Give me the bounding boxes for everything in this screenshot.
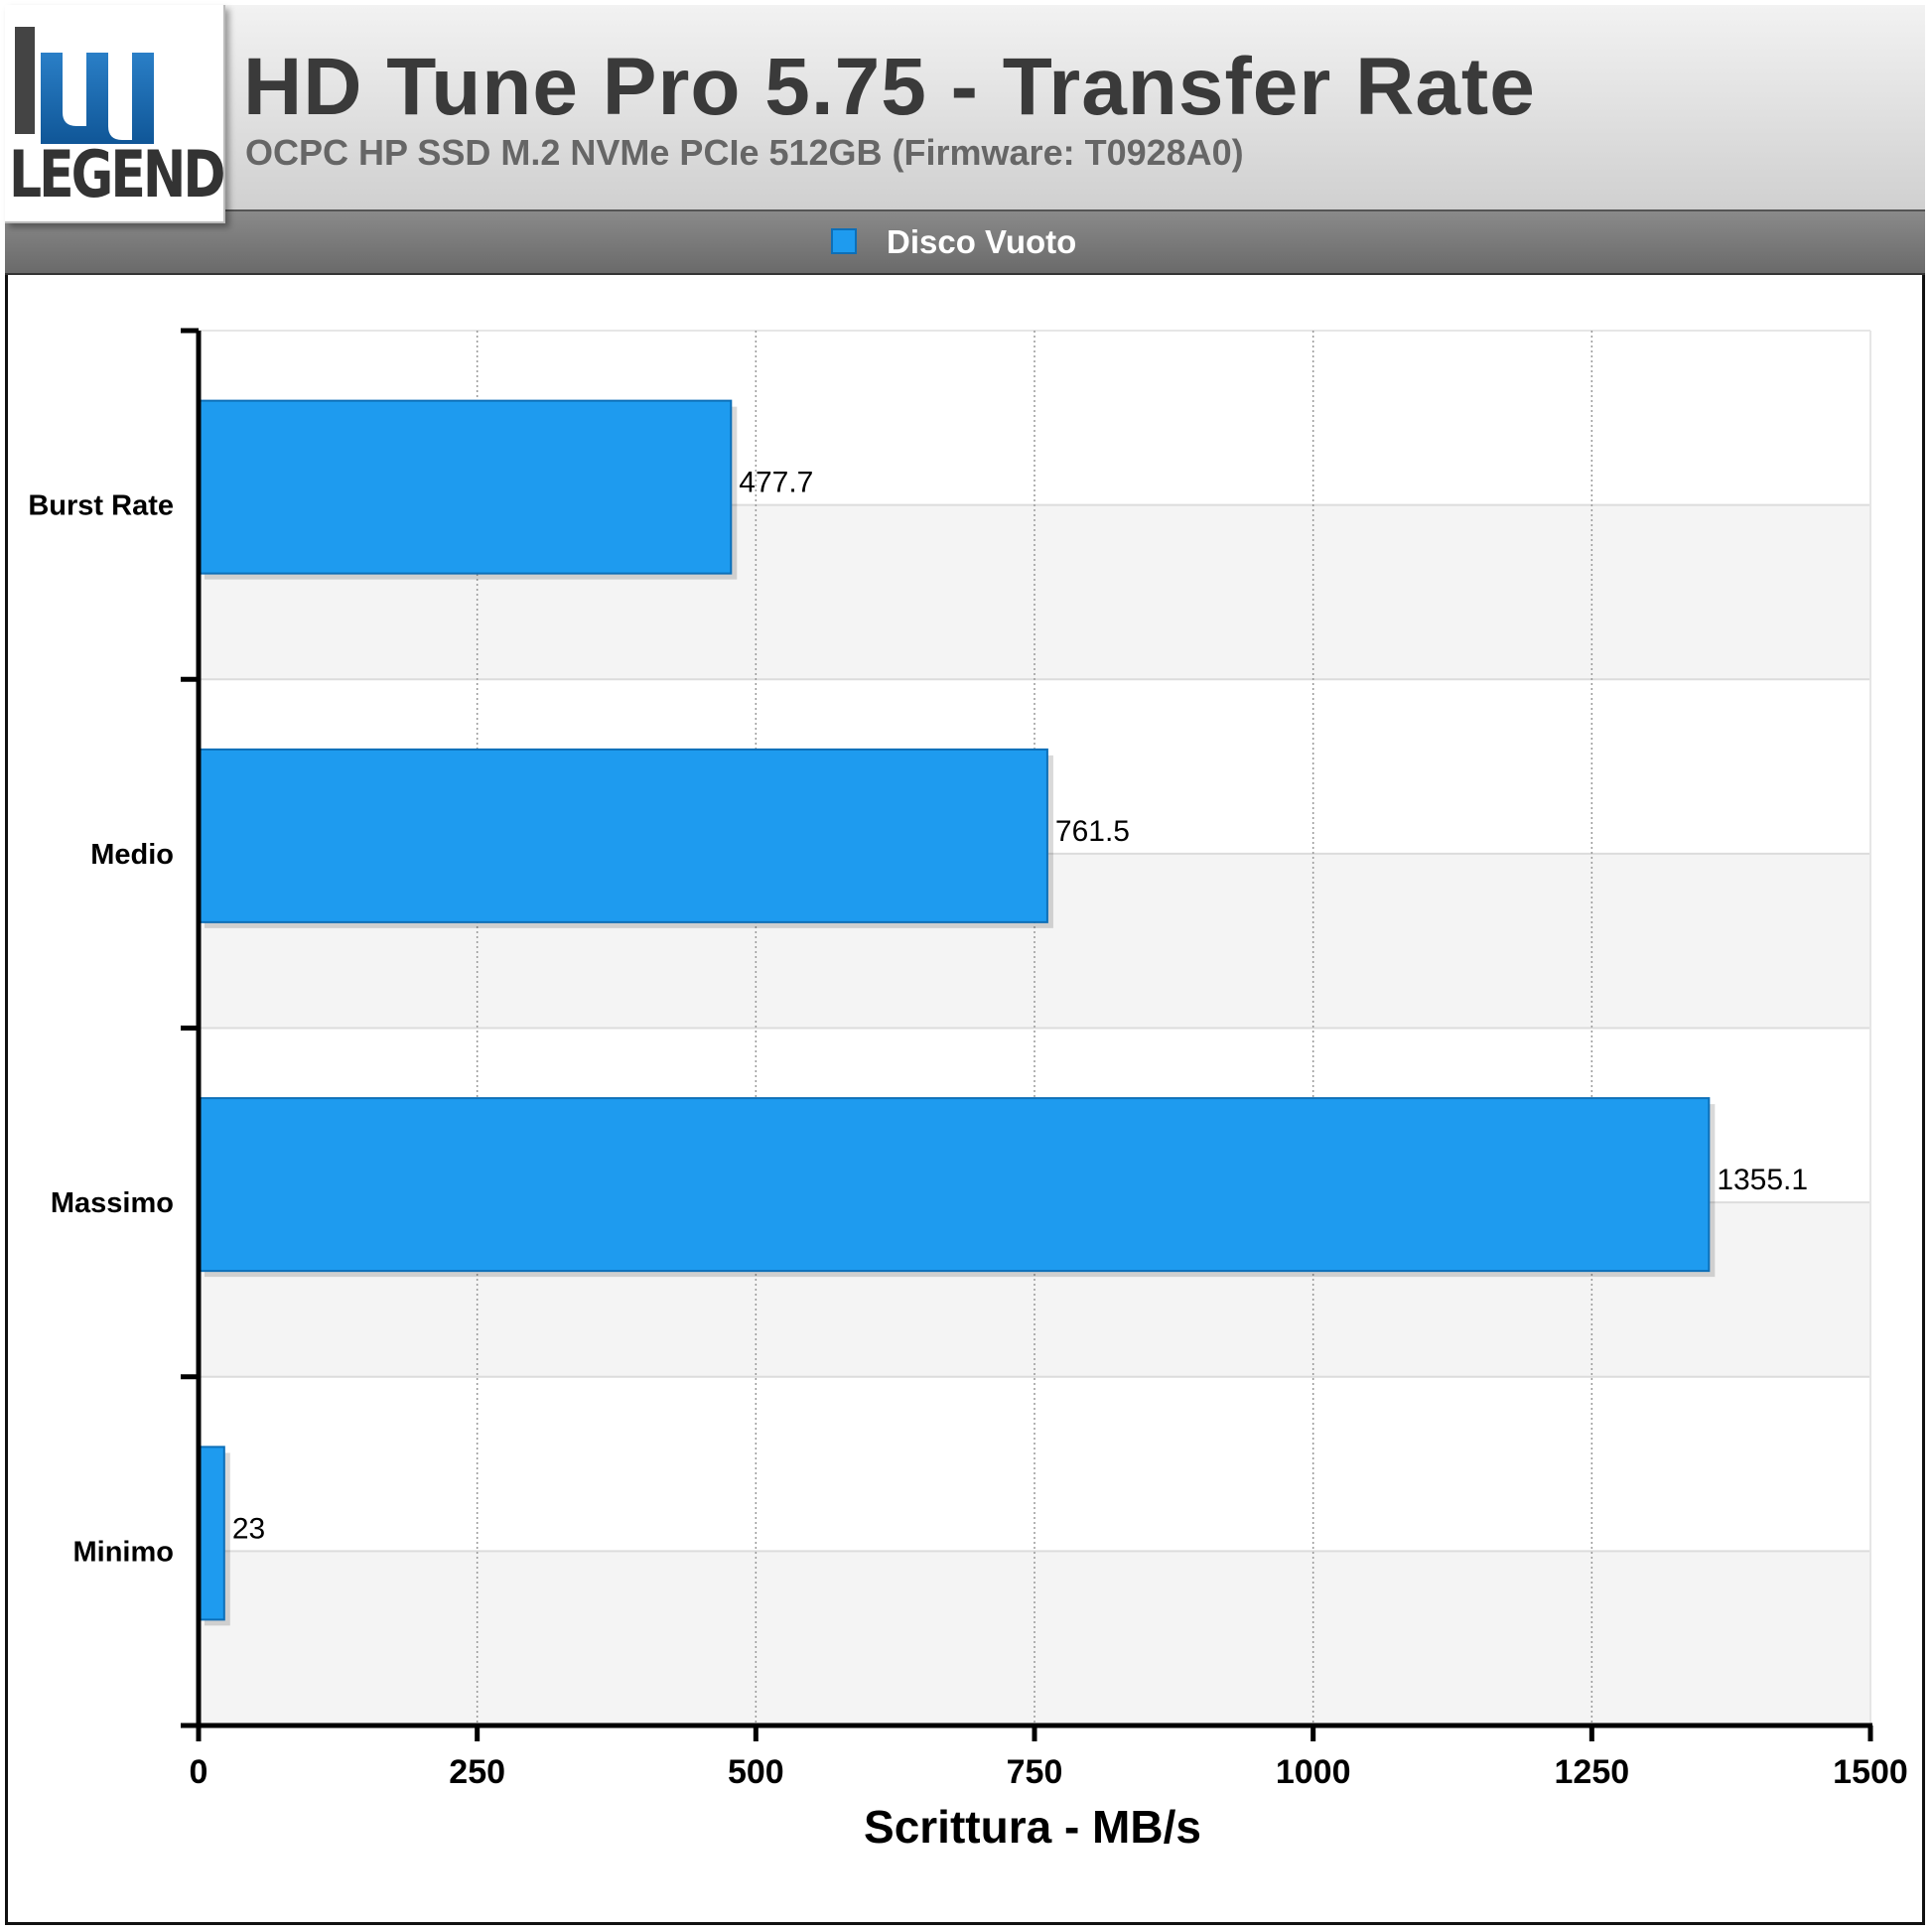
- x-tick-label: 0: [190, 1753, 208, 1791]
- x-tick-label: 1500: [1833, 1753, 1908, 1791]
- legend: Disco Vuoto: [5, 211, 1925, 275]
- data-label: 477.7: [739, 467, 813, 499]
- x-tick-label: 750: [1007, 1753, 1063, 1791]
- category-label: Burst Rate: [28, 490, 174, 522]
- x-tick-label: 1000: [1276, 1753, 1351, 1791]
- bar: [198, 399, 733, 575]
- chart-header: HD Tune Pro 5.75 - Transfer Rate OCPC HP…: [5, 5, 1925, 211]
- legend-swatch: [831, 228, 857, 254]
- chart-subtitle: OCPC HP SSD M.2 NVMe PCIe 512GB (Firmwar…: [245, 132, 1244, 173]
- hwlegend-logo: LEGEND: [5, 5, 226, 223]
- legend-label: Disco Vuoto: [887, 223, 1077, 260]
- category-label: Medio: [90, 839, 174, 871]
- bar: [198, 748, 1048, 923]
- category-label: Massimo: [51, 1187, 174, 1219]
- logo-text: LEGEND: [9, 138, 226, 212]
- data-label: 761.5: [1055, 815, 1130, 848]
- data-label: 1355.1: [1717, 1164, 1808, 1196]
- x-tick-label: 1250: [1555, 1753, 1630, 1791]
- logo-mark-icon: [15, 27, 154, 160]
- x-tick-label: 500: [728, 1753, 784, 1791]
- category-label: Minimo: [73, 1536, 175, 1568]
- x-tick-label: 250: [449, 1753, 505, 1791]
- bar: [198, 1446, 225, 1621]
- chart-title: HD Tune Pro 5.75 - Transfer Rate: [243, 42, 1536, 132]
- bar: [198, 1097, 1711, 1273]
- data-label: 23: [232, 1512, 265, 1545]
- x-axis-title: Scrittura - MB/s: [864, 1801, 1201, 1853]
